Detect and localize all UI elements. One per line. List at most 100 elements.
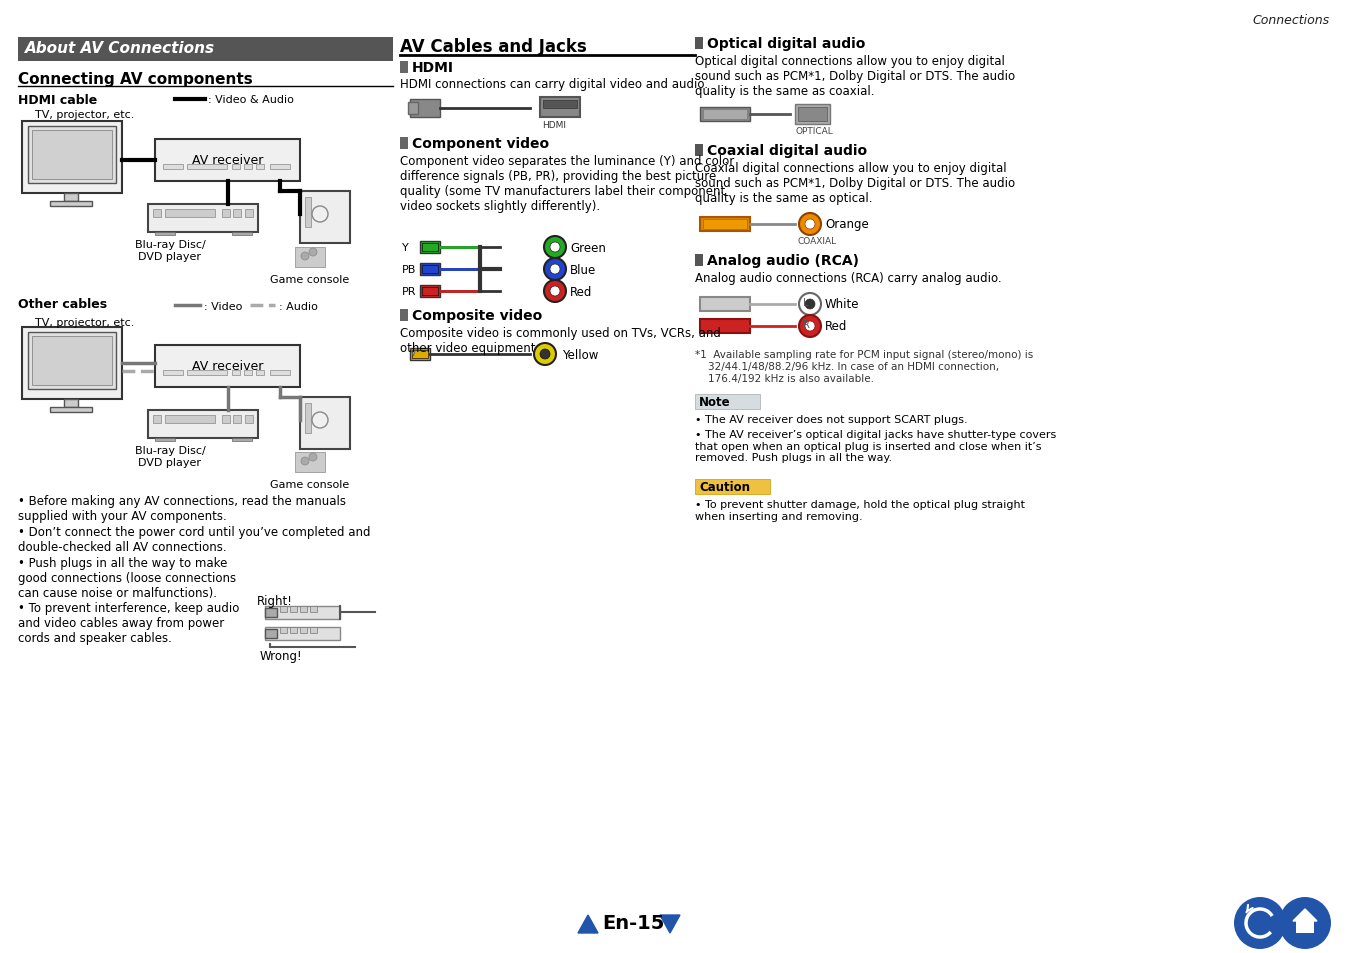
Text: Red: Red <box>825 319 848 333</box>
Text: HDMI connections can carry digital video and audio.: HDMI connections can carry digital video… <box>400 78 708 91</box>
Text: • To prevent shutter damage, hold the optical plug straight
when inserting and r: • To prevent shutter damage, hold the op… <box>696 499 1024 521</box>
Circle shape <box>550 265 559 274</box>
Bar <box>154 416 160 423</box>
Bar <box>696 38 704 50</box>
Bar <box>187 371 226 375</box>
Bar <box>295 453 325 473</box>
Text: *1  Available sampling rate for PCM input signal (stereo/mono) is: *1 Available sampling rate for PCM input… <box>696 350 1034 359</box>
Text: PB: PB <box>402 265 417 274</box>
Bar <box>50 408 92 413</box>
Text: • The AV receiver’s optical digital jacks have shutter-type covers
that open whe: • The AV receiver’s optical digital jack… <box>696 430 1057 463</box>
Text: Optical digital audio: Optical digital audio <box>706 37 865 51</box>
Circle shape <box>309 454 317 461</box>
Text: COAXIAL: COAXIAL <box>798 236 837 246</box>
Bar <box>63 399 78 408</box>
Circle shape <box>1279 897 1330 949</box>
Text: AV receiver: AV receiver <box>193 359 264 373</box>
Bar <box>422 244 438 252</box>
Bar <box>244 165 252 170</box>
Bar <box>245 210 253 218</box>
Text: Blue: Blue <box>570 264 596 276</box>
Text: L: L <box>803 297 809 308</box>
Bar <box>421 264 439 275</box>
Text: HDMI: HDMI <box>412 61 454 75</box>
Bar <box>164 416 214 423</box>
Bar <box>421 242 439 253</box>
Text: • To prevent interference, keep audio
and video cables away from power
cords and: • To prevent interference, keep audio an… <box>18 601 240 644</box>
Circle shape <box>311 207 328 223</box>
Bar <box>543 101 577 109</box>
Text: Analog audio connections (RCA) carry analog audio.: Analog audio connections (RCA) carry ana… <box>696 272 1002 285</box>
Bar <box>232 438 252 441</box>
Polygon shape <box>578 915 599 933</box>
Bar <box>305 198 311 228</box>
Text: Composite video: Composite video <box>412 309 542 323</box>
Bar <box>163 165 183 170</box>
Text: : Audio: : Audio <box>279 302 318 312</box>
Bar <box>32 336 112 386</box>
Text: En-15: En-15 <box>603 913 665 932</box>
Text: Optical digital connections allow you to enjoy digital
sound such as PCM*1, Dolb: Optical digital connections allow you to… <box>696 55 1015 98</box>
Text: Game console: Game console <box>271 479 349 490</box>
Text: • The AV receiver does not support SCART plugs.: • The AV receiver does not support SCART… <box>696 415 968 424</box>
Bar <box>310 627 317 634</box>
Text: Red: Red <box>570 286 592 298</box>
Bar <box>410 100 439 118</box>
Bar <box>696 479 770 495</box>
Text: Note: Note <box>700 395 731 409</box>
Circle shape <box>545 281 566 303</box>
Text: Blu-ray Disc/
DVD player: Blu-ray Disc/ DVD player <box>135 446 205 467</box>
Circle shape <box>1233 897 1286 949</box>
Bar <box>270 371 290 375</box>
Bar <box>400 310 408 322</box>
Polygon shape <box>661 915 679 933</box>
Bar <box>155 346 301 388</box>
Circle shape <box>805 299 816 310</box>
Bar <box>704 110 747 120</box>
Bar <box>301 397 350 450</box>
Bar <box>700 319 749 334</box>
Text: Wrong!: Wrong! <box>260 649 302 662</box>
Text: TV, projector, etc.: TV, projector, etc. <box>35 317 135 328</box>
Polygon shape <box>1293 909 1317 921</box>
Bar <box>290 606 297 613</box>
Bar <box>232 371 240 375</box>
Circle shape <box>805 322 816 332</box>
Bar <box>310 606 317 613</box>
Text: : Video: : Video <box>204 302 243 312</box>
Text: AV Cables and Jacks: AV Cables and Jacks <box>400 38 586 56</box>
Text: White: White <box>825 297 860 311</box>
Bar <box>155 438 175 441</box>
Bar <box>232 233 252 235</box>
Text: 32/44.1/48/88.2/96 kHz. In case of an HDMI connection,: 32/44.1/48/88.2/96 kHz. In case of an HD… <box>696 361 999 372</box>
Bar <box>700 297 749 312</box>
Bar <box>422 288 438 295</box>
Bar <box>541 98 580 118</box>
Bar <box>266 606 340 619</box>
Bar <box>266 627 340 640</box>
Bar <box>270 165 290 170</box>
Circle shape <box>805 220 816 230</box>
Bar <box>256 165 264 170</box>
Circle shape <box>799 315 821 337</box>
Bar <box>400 62 408 74</box>
Text: PR: PR <box>402 287 417 296</box>
Text: Composite video is commonly used on TVs, VCRs, and
other video equipment.: Composite video is commonly used on TVs,… <box>400 327 721 355</box>
Bar <box>280 627 287 634</box>
Text: Right!: Right! <box>257 595 293 607</box>
Bar <box>155 233 175 235</box>
Bar <box>280 606 287 613</box>
Bar <box>148 205 257 233</box>
Text: Coaxial digital connections allow you to enjoy digital
sound such as PCM*1, Dolb: Coaxial digital connections allow you to… <box>696 162 1015 205</box>
Bar <box>50 202 92 207</box>
Bar <box>155 140 301 182</box>
Bar <box>22 122 123 193</box>
Bar <box>301 192 350 244</box>
Bar <box>301 606 307 613</box>
Bar <box>295 248 325 268</box>
Circle shape <box>541 350 550 359</box>
Bar <box>233 416 241 423</box>
Text: Coaxial digital audio: Coaxial digital audio <box>706 144 867 158</box>
Text: TV, projector, etc.: TV, projector, etc. <box>35 110 135 120</box>
Bar <box>233 210 241 218</box>
